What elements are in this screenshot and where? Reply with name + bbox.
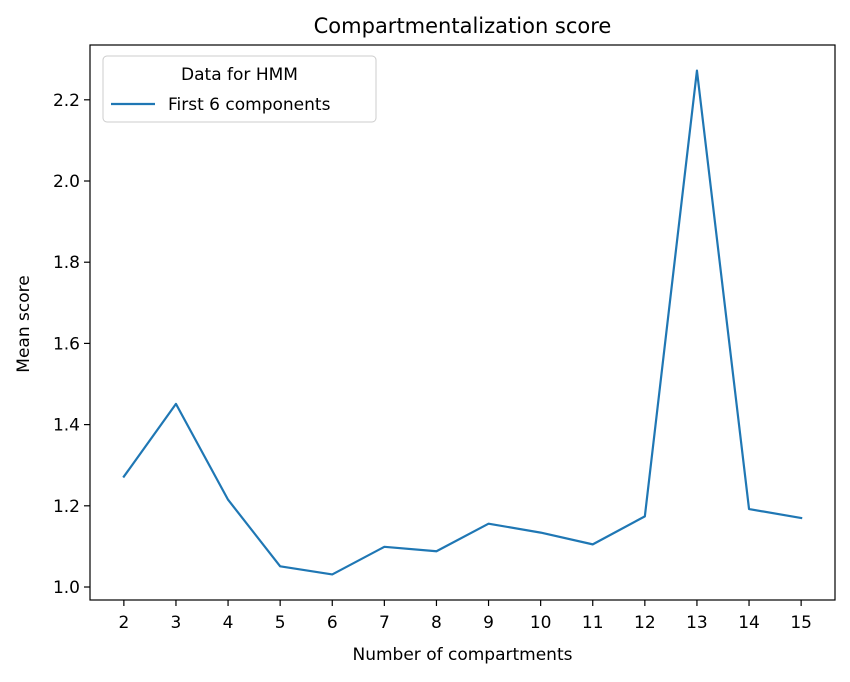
legend-entry-label: First 6 components [168, 95, 331, 115]
x-tick-label: 7 [379, 613, 390, 633]
legend: Data for HMM First 6 components [102, 55, 377, 123]
y-tick-label: 1.0 [53, 578, 80, 598]
x-tick-label: 6 [327, 613, 338, 633]
x-tick-label: 13 [686, 613, 708, 633]
ticks-layer: 2 3 4 5 6 7 8 9 10 11 12 13 14 15 1.0 1.2 1.4 1.6 1.8 2.0 2.… [53, 91, 812, 633]
y-tick-label: 2.0 [53, 172, 80, 192]
chart-title: Compartmentalization score [314, 14, 612, 38]
x-axis-label: Number of compartments [353, 645, 573, 665]
x-tick-label: 11 [582, 613, 604, 633]
x-tick-label: 15 [790, 613, 812, 633]
y-tick-label: 1.6 [53, 334, 80, 354]
y-tick-label: 2.2 [53, 91, 80, 111]
y-axis-label: Mean score [14, 275, 34, 372]
y-tick-label: 1.2 [53, 497, 80, 517]
series-layer [122, 69, 803, 576]
plot-frame [89, 44, 836, 601]
x-tick-label: 10 [530, 613, 552, 633]
x-tick-label: 9 [483, 613, 494, 633]
y-tick-label: 1.8 [53, 253, 80, 273]
x-tick-label: 12 [634, 613, 656, 633]
x-tick-label: 14 [738, 613, 760, 633]
x-tick-label: 8 [431, 613, 442, 633]
legend-box [102, 55, 377, 123]
x-tick-label: 5 [275, 613, 286, 633]
legend-title: Data for HMM [181, 65, 298, 85]
x-tick-label: 3 [171, 613, 182, 633]
x-tick-label: 4 [223, 613, 234, 633]
x-tick-label: 2 [118, 613, 129, 633]
series-line [122, 69, 803, 576]
y-tick-label: 1.4 [53, 416, 80, 436]
